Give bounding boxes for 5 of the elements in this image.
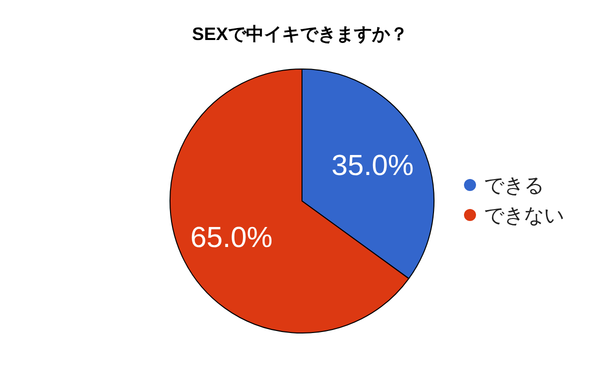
legend-label: できない bbox=[484, 205, 564, 227]
data-label: 65.0% bbox=[190, 222, 273, 254]
data-label: 35.0% bbox=[331, 150, 414, 182]
chart-title: SEXで中イキできますか？ bbox=[192, 24, 408, 44]
legend-label: できる bbox=[484, 175, 544, 197]
